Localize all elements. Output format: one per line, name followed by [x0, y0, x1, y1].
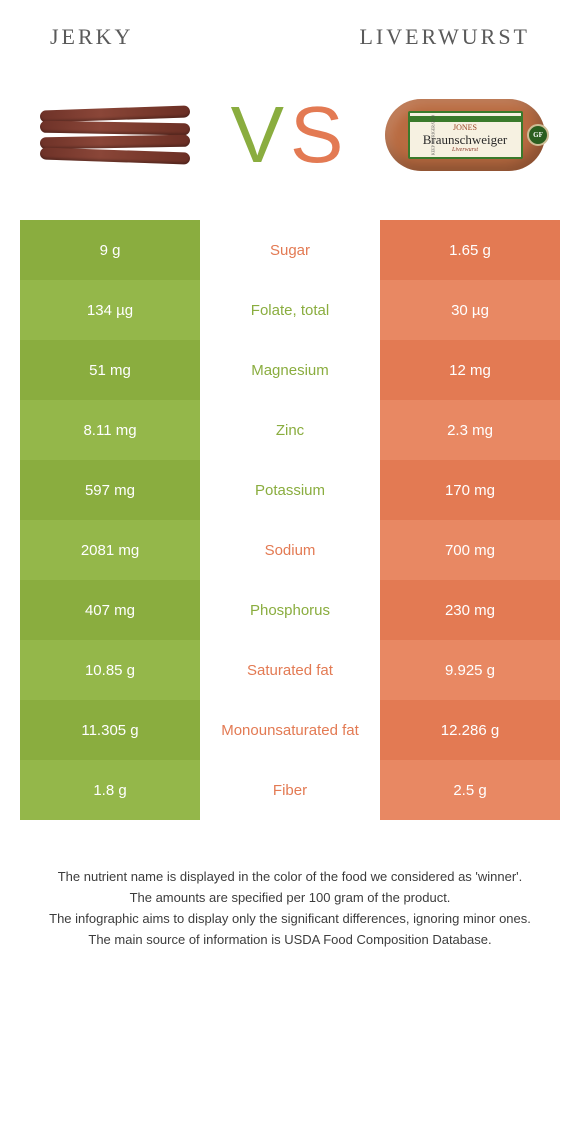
right-value-cell: 700 mg — [380, 520, 560, 580]
footnote-line: The nutrient name is displayed in the co… — [24, 868, 556, 887]
table-row: 10.85 gSaturated fat9.925 g — [20, 640, 560, 700]
right-value-cell: 170 mg — [380, 460, 560, 520]
nutrient-name-cell: Fiber — [200, 760, 380, 820]
table-row: 1.8 gFiber2.5 g — [20, 760, 560, 820]
nutrient-name-cell: Folate, total — [200, 280, 380, 340]
right-value-cell: 2.3 mg — [380, 400, 560, 460]
right-value-cell: 12.286 g — [380, 700, 560, 760]
nutrient-name-cell: Sodium — [200, 520, 380, 580]
nutrient-name-cell: Potassium — [200, 460, 380, 520]
table-row: 2081 mgSodium700 mg — [20, 520, 560, 580]
header-row: Jerky Liverwurst — [0, 0, 580, 60]
right-food-title: Liverwurst — [359, 24, 530, 50]
jerky-illustration — [30, 90, 200, 180]
right-value-cell: 2.5 g — [380, 760, 560, 820]
left-value-cell: 10.85 g — [20, 640, 200, 700]
nutrient-name-cell: Zinc — [200, 400, 380, 460]
vs-label: VS — [231, 95, 350, 175]
nutrient-name-cell: Magnesium — [200, 340, 380, 400]
liverwurst-illustration: KEEP REFRIGERATED JONES Braunschweiger L… — [380, 90, 550, 180]
right-value-cell: 9.925 g — [380, 640, 560, 700]
footnote-line: The amounts are specified per 100 gram o… — [24, 889, 556, 908]
table-row: 9 gSugar1.65 g — [20, 220, 560, 280]
vs-illustration-row: VS KEEP REFRIGERATED JONES Braunschweige… — [0, 60, 580, 220]
left-value-cell: 1.8 g — [20, 760, 200, 820]
comparison-infographic: Jerky Liverwurst VS KEEP REFRIGERATED JO… — [0, 0, 580, 1144]
liver-brand: JONES — [453, 123, 477, 132]
footnote-line: The infographic aims to display only the… — [24, 910, 556, 929]
table-row: 407 mgPhosphorus230 mg — [20, 580, 560, 640]
table-row: 597 mgPotassium170 mg — [20, 460, 560, 520]
left-value-cell: 11.305 g — [20, 700, 200, 760]
keep-refrigerated-text: KEEP REFRIGERATED — [430, 115, 435, 155]
vs-v: V — [231, 90, 290, 179]
nutrient-name-cell: Saturated fat — [200, 640, 380, 700]
gluten-free-badge: GF — [527, 124, 549, 146]
nutrient-name-cell: Sugar — [200, 220, 380, 280]
right-value-cell: 12 mg — [380, 340, 560, 400]
left-value-cell: 51 mg — [20, 340, 200, 400]
table-row: 11.305 gMonounsaturated fat12.286 g — [20, 700, 560, 760]
left-food-title: Jerky — [50, 24, 133, 50]
footnotes: The nutrient name is displayed in the co… — [0, 820, 580, 949]
left-value-cell: 407 mg — [20, 580, 200, 640]
table-row: 8.11 mgZinc2.3 mg — [20, 400, 560, 460]
left-value-cell: 134 µg — [20, 280, 200, 340]
vs-s: S — [290, 90, 349, 179]
table-row: 134 µgFolate, total30 µg — [20, 280, 560, 340]
footnote-line: The main source of information is USDA F… — [24, 931, 556, 950]
liver-sub: Liverwurst — [452, 147, 478, 153]
nutrient-name-cell: Monounsaturated fat — [200, 700, 380, 760]
right-value-cell: 1.65 g — [380, 220, 560, 280]
nutrient-name-cell: Phosphorus — [200, 580, 380, 640]
left-value-cell: 9 g — [20, 220, 200, 280]
left-value-cell: 597 mg — [20, 460, 200, 520]
table-row: 51 mgMagnesium12 mg — [20, 340, 560, 400]
right-value-cell: 30 µg — [380, 280, 560, 340]
right-value-cell: 230 mg — [380, 580, 560, 640]
left-value-cell: 8.11 mg — [20, 400, 200, 460]
left-value-cell: 2081 mg — [20, 520, 200, 580]
comparison-table: 9 gSugar1.65 g134 µgFolate, total30 µg51… — [20, 220, 560, 820]
